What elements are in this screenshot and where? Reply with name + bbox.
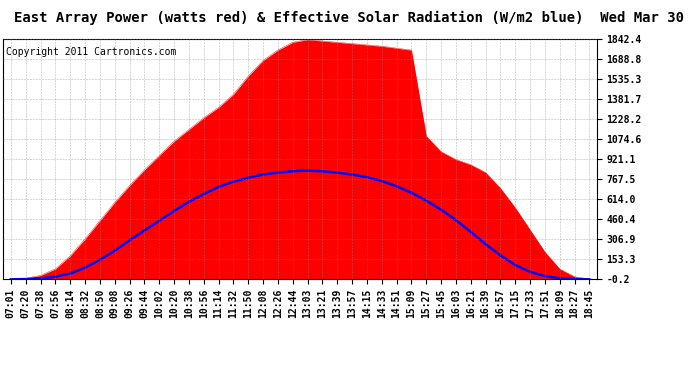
Text: Copyright 2011 Cartronics.com: Copyright 2011 Cartronics.com xyxy=(6,46,177,57)
Text: East Array Power (watts red) & Effective Solar Radiation (W/m2 blue)  Wed Mar 30: East Array Power (watts red) & Effective… xyxy=(14,11,690,26)
